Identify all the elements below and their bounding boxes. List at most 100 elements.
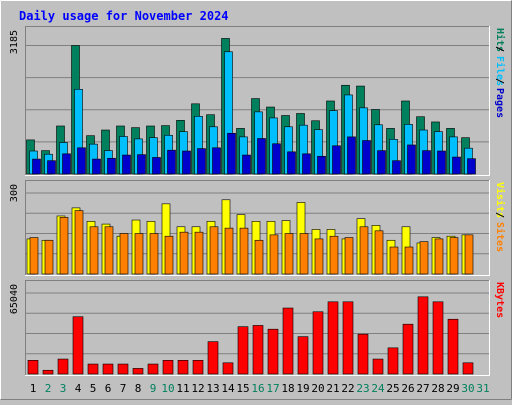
bar-kbytes-day-11 <box>177 360 189 375</box>
bar-sites-day-16 <box>254 239 264 275</box>
day-label-7: 7 <box>120 382 127 395</box>
bar-kbytes-day-25 <box>387 347 399 375</box>
bar-sites-day-13 <box>209 226 219 275</box>
bar-pages-day-17 <box>272 143 281 175</box>
bar-kbytes-day-7 <box>117 363 129 375</box>
bar-sites-day-28 <box>434 238 444 275</box>
bar-pages-day-5 <box>92 158 101 175</box>
bar-sites-day-11 <box>179 231 189 275</box>
day-label-18: 18 <box>281 382 294 395</box>
bar-sites-day-24 <box>374 230 384 275</box>
side-label-separator: / <box>494 46 505 52</box>
bar-sites-day-15 <box>239 227 249 275</box>
bar-kbytes-day-24 <box>372 358 384 375</box>
day-label-15: 15 <box>236 382 249 395</box>
day-label-24: 24 <box>371 382 385 395</box>
day-labels: 1 2 3 4 5 6 7 8 9 10 11 12 13 14 15 16 17 18 19 20 21 22 23 24 2… <box>30 382 490 395</box>
panel-hits_files_pages: 3185 Hits/Files/Pages <box>9 26 506 176</box>
day-label-8: 8 <box>135 382 142 395</box>
day-label-22: 22 <box>341 382 354 395</box>
bar-pages-day-14 <box>227 132 236 175</box>
bar-pages-day-10 <box>167 149 176 175</box>
bar-pages-day-19 <box>302 153 311 175</box>
bar-kbytes-day-2 <box>42 369 54 375</box>
bar-sites-day-7 <box>119 233 129 275</box>
bar-pages-day-9 <box>152 157 161 175</box>
bar-pages-day-16 <box>257 138 266 175</box>
bar-kbytes-day-13 <box>207 341 219 375</box>
bar-kbytes-day-28 <box>432 301 444 375</box>
bar-kbytes-day-3 <box>57 358 69 375</box>
bar-sites-day-5 <box>89 226 99 275</box>
day-label-6: 6 <box>105 382 112 395</box>
day-label-19: 19 <box>296 382 309 395</box>
bar-kbytes-day-6 <box>102 363 114 375</box>
bar-pages-day-6 <box>107 157 116 175</box>
day-label-10: 10 <box>161 382 174 395</box>
bar-sites-day-14 <box>224 227 234 275</box>
day-label-27: 27 <box>416 382 429 395</box>
day-label-14: 14 <box>221 382 235 395</box>
panel-visits_sites-side-legend: Visits/ Sites <box>494 182 506 252</box>
day-label-26: 26 <box>401 382 414 395</box>
bar-pages-day-8 <box>137 154 146 175</box>
side-label-hits: Hits <box>494 28 506 52</box>
bar-kbytes-day-22 <box>342 301 354 375</box>
bar-sites-day-8 <box>134 233 144 275</box>
panel-kbytes-side-legend: KBytes <box>494 282 505 318</box>
day-label-11: 11 <box>176 382 189 395</box>
day-label-5: 5 <box>90 382 97 395</box>
bar-pages-day-15 <box>242 154 251 175</box>
bar-kbytes-day-4 <box>72 316 84 375</box>
bar-kbytes-day-20 <box>312 311 324 375</box>
bar-pages-day-26 <box>407 144 416 175</box>
bar-pages-day-24 <box>377 150 386 175</box>
bar-sites-day-23 <box>359 226 369 275</box>
bar-kbytes-day-27 <box>417 296 429 375</box>
bar-sites-day-4 <box>74 210 84 275</box>
bar-kbytes-day-30 <box>462 362 474 375</box>
bar-sites-day-1 <box>29 237 39 275</box>
day-label-28: 28 <box>431 382 444 395</box>
bar-pages-day-25 <box>392 160 401 175</box>
bar-kbytes-day-15 <box>237 326 249 375</box>
bar-pages-day-30 <box>467 158 476 175</box>
bar-kbytes-day-18 <box>282 307 294 375</box>
bar-kbytes-day-1 <box>27 360 39 375</box>
bar-kbytes-day-19 <box>297 336 309 375</box>
day-label-30: 30 <box>461 382 474 395</box>
bar-pages-day-29 <box>452 156 461 175</box>
bar-sites-day-20 <box>314 238 324 275</box>
bar-sites-day-10 <box>164 235 174 275</box>
side-label-files: Files <box>494 56 506 86</box>
bar-sites-day-9 <box>149 233 159 275</box>
day-label-9: 9 <box>150 382 157 395</box>
side-label-pages: Pages <box>494 88 505 118</box>
day-label-3: 3 <box>60 382 67 395</box>
bar-kbytes-day-21 <box>327 301 339 375</box>
bar-kbytes-day-17 <box>267 328 279 375</box>
bar-sites-day-26 <box>404 246 414 275</box>
bar-kbytes-day-9 <box>147 363 159 375</box>
day-label-16: 16 <box>251 382 264 395</box>
day-label-31: 31 <box>476 382 489 395</box>
bar-pages-day-27 <box>422 150 431 175</box>
bar-pages-day-20 <box>317 155 326 175</box>
panel-visits_sites: 300 Visits/ Sites <box>9 180 506 276</box>
y-max-label: 300 <box>9 184 20 202</box>
day-label-4: 4 <box>75 382 82 395</box>
bar-sites-day-25 <box>389 246 399 275</box>
bar-kbytes-day-5 <box>87 363 99 375</box>
bar-pages-day-2 <box>47 160 56 175</box>
bar-sites-day-6 <box>104 226 114 275</box>
panel-kbytes: 65040 KBytes <box>9 280 505 376</box>
bar-kbytes-day-23 <box>357 333 369 375</box>
bar-sites-day-22 <box>344 237 354 275</box>
bar-pages-day-22 <box>347 136 356 175</box>
bar-sites-day-30 <box>464 234 474 275</box>
bar-sites-day-12 <box>194 231 204 275</box>
day-label-17: 17 <box>266 382 279 395</box>
